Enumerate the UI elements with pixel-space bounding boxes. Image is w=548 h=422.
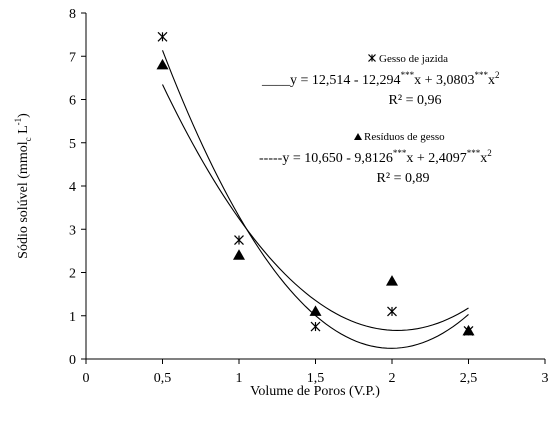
y-tick-label: 3	[69, 223, 76, 238]
legend-entry-gesso-de-jazida: Gesso de jazida ____y = 12,514 - 12,294*…	[261, 53, 499, 108]
equation-gesso-de-jazida: ____y = 12,514 - 12,294***x + 3,0803***x…	[261, 70, 499, 88]
x-tick-label: 2	[389, 371, 396, 386]
y-axis-title-main: Sódio solúvel (mmol	[16, 141, 31, 259]
point-asterisk	[157, 31, 168, 42]
legend-entry-residuos-de-gesso: Resíduos de gesso -----y = 10,650 - 9,81…	[259, 131, 492, 186]
y-axis-title: Sódio solúvel (mmolc L-1)	[13, 113, 33, 259]
y-tick-label: 1	[69, 310, 76, 325]
legend-triangle-icon	[354, 133, 362, 140]
point-triangle	[386, 275, 398, 286]
y-ticks: 0 1 2 3 4 5 6 7 8	[69, 7, 86, 368]
x-tick-label: 1	[236, 371, 243, 386]
y-tick-label: 8	[69, 7, 76, 22]
legend-asterisk-icon	[368, 54, 376, 62]
point-asterisk	[234, 235, 244, 245]
equation-residuos-de-gesso: -----y = 10,650 - 9,8126***x + 2,4097***…	[259, 148, 492, 166]
y-tick-label: 5	[69, 137, 76, 152]
x-tick-label: 3	[542, 371, 548, 386]
x-axis-title: Volume de Poros (V.P.)	[250, 384, 380, 399]
y-axis-title-unit: L	[16, 125, 31, 137]
r2-gesso-de-jazida: R² = 0,96	[389, 93, 442, 108]
legend-label-residuos-de-gesso: Resíduos de gesso	[364, 131, 445, 143]
point-triangle	[233, 249, 245, 260]
point-triangle	[156, 58, 169, 70]
y-tick-label: 6	[69, 94, 76, 109]
y-tick-label: 4	[69, 180, 76, 195]
point-asterisk	[387, 306, 397, 317]
point-asterisk	[310, 321, 321, 332]
fit-curve-series-1	[162, 84, 469, 331]
y-axis-title-exp: -1	[13, 118, 23, 126]
y-tick-label: 7	[69, 50, 76, 65]
point-triangle	[309, 305, 322, 316]
x-tick-label: 1,5	[307, 371, 325, 386]
x-tick-label: 2,5	[460, 371, 478, 386]
r2-residuos-de-gesso: R² = 0,89	[377, 171, 430, 186]
point-triangle	[462, 324, 475, 336]
y-axis-title-close: )	[16, 113, 31, 118]
data-markers	[156, 31, 475, 336]
plot-area: 0 1 2 3 4 5 6 7 8 0 0,5 1 1,5 2 2,5 3	[69, 7, 548, 386]
x-tick-label: 0	[83, 371, 90, 386]
legend-label-gesso-de-jazida: Gesso de jazida	[379, 53, 448, 65]
y-tick-label: 2	[69, 267, 76, 282]
x-ticks: 0 0,5 1 1,5 2 2,5 3	[83, 359, 548, 386]
y-tick-label: 0	[69, 353, 76, 368]
x-tick-label: 0,5	[154, 371, 172, 386]
y-axis-title-sub: c	[23, 137, 33, 141]
